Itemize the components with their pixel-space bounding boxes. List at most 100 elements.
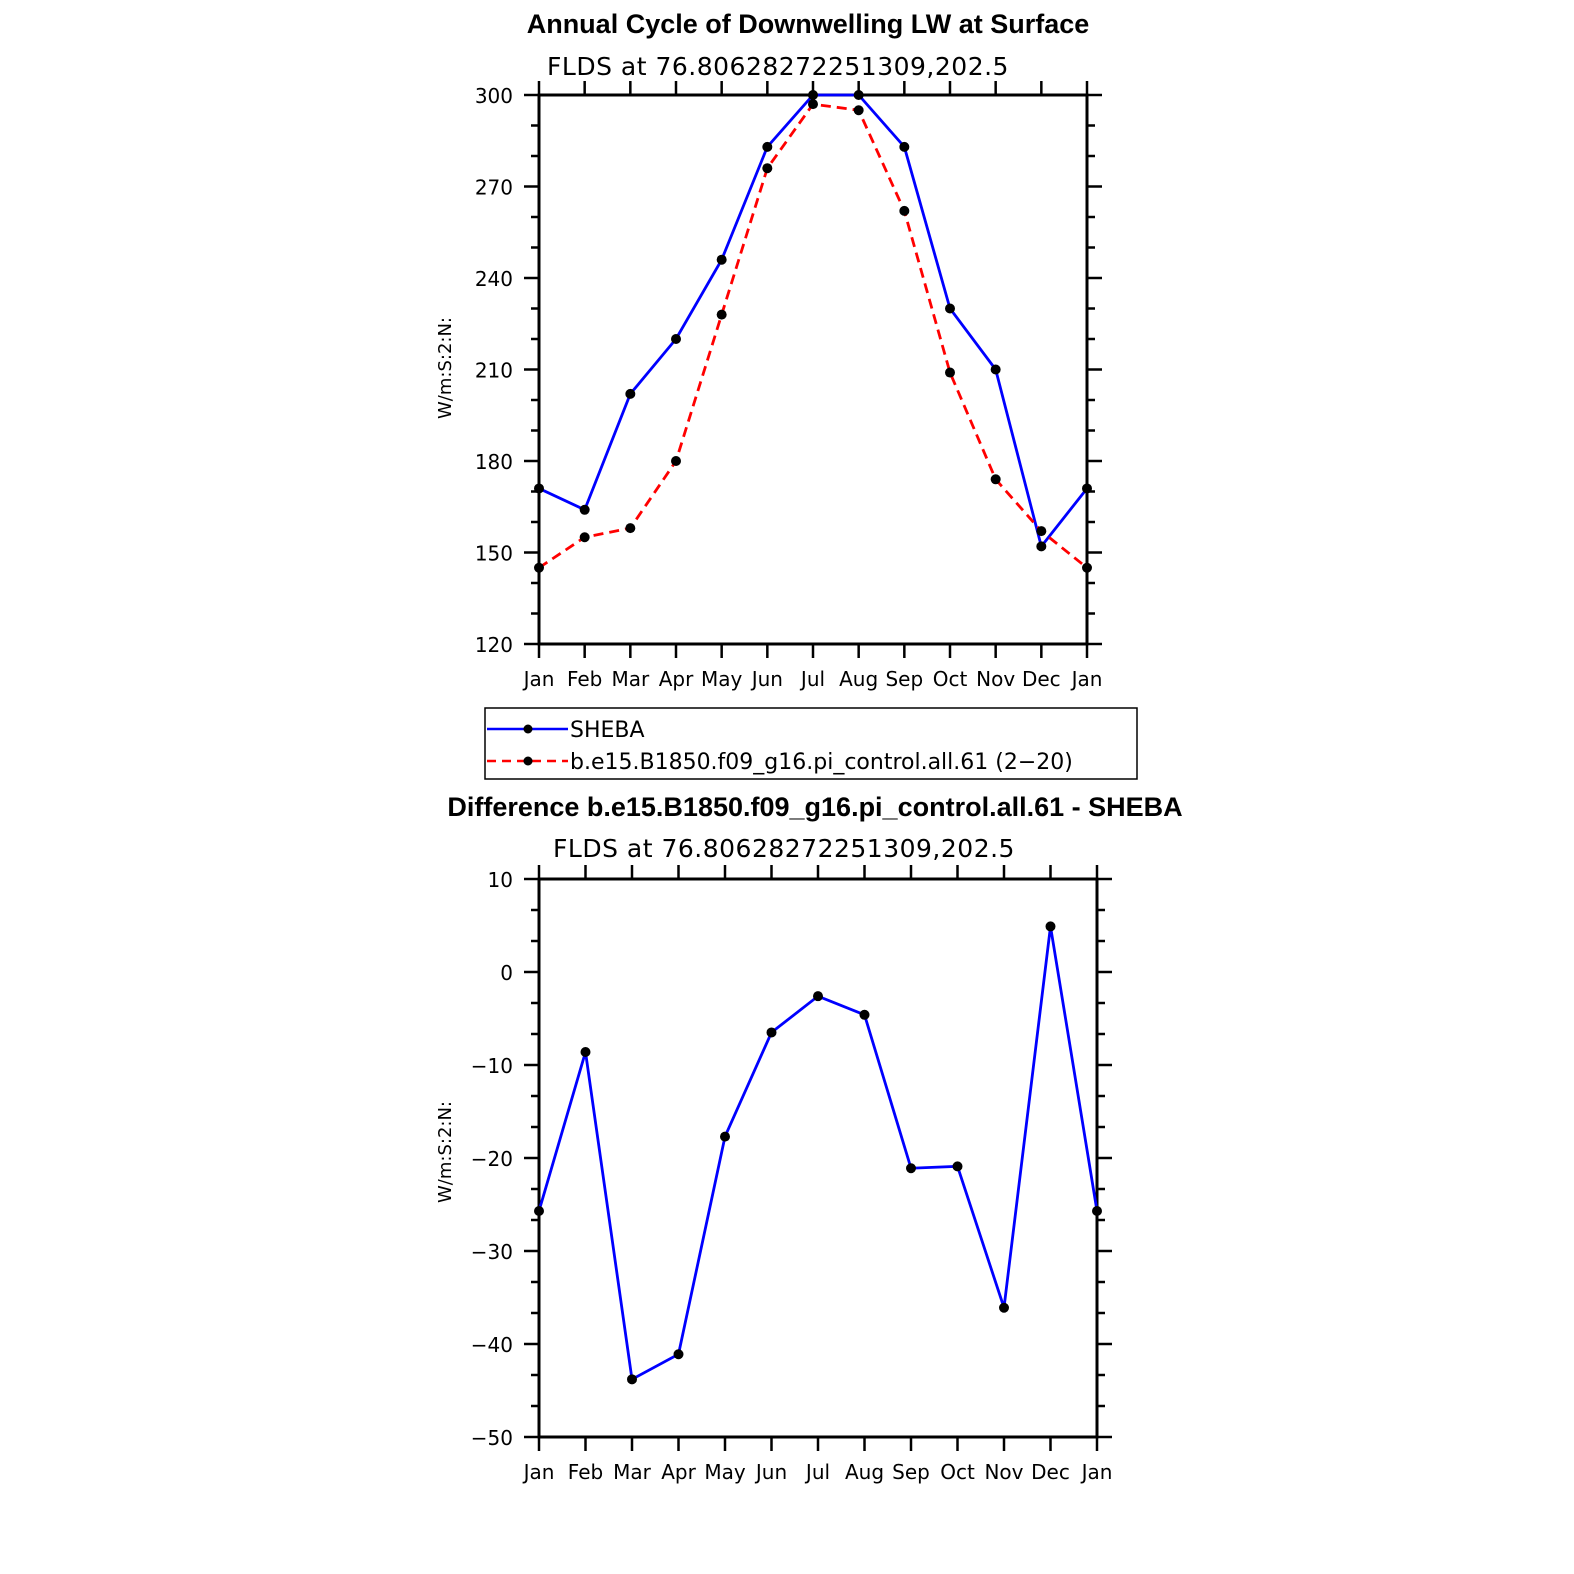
x-tick-label: Jan [522, 667, 555, 691]
y-tick-label: −50 [471, 1426, 513, 1450]
data-point [720, 1131, 730, 1142]
data-point [1036, 526, 1047, 537]
chart-title: Difference b.e15.B1850.f09_g16.pi_contro… [447, 792, 1182, 822]
y-tick-label: 210 [475, 359, 513, 383]
annual-cycle-chart: Annual Cycle of Downwelling LW at Surfac… [435, 9, 1102, 691]
x-tick-label: Dec [1031, 1460, 1070, 1484]
series-layer [534, 90, 1092, 573]
x-tick-label: Feb [568, 1460, 603, 1484]
legend: SHEBA b.e15.B1850.f09_g16.pi_control.all… [484, 707, 1138, 780]
chart-subtitle: FLDS at 76.80628272251309,202.5 [553, 834, 1015, 863]
y-tick-label: 180 [475, 450, 513, 474]
x-tick-label: Apr [659, 667, 694, 691]
x-tick-label: Jun [750, 667, 783, 691]
y-tick-label: 270 [475, 176, 513, 200]
x-tick-label: Nov [984, 1460, 1023, 1484]
y-tick-label: 10 [488, 868, 513, 892]
series-layer [534, 921, 1102, 1385]
x-tick-label: Jan [1080, 1460, 1113, 1484]
legend-box [484, 707, 1138, 780]
data-point [813, 991, 823, 1002]
x-tick-label: Feb [567, 667, 602, 691]
x-tick-label: Oct [933, 667, 968, 691]
data-point [579, 504, 590, 515]
data-point [1082, 562, 1092, 573]
data-point [579, 532, 590, 543]
data-point [534, 483, 544, 494]
x-tick-label: Aug [845, 1460, 884, 1484]
data-point [762, 141, 773, 152]
x-tick-label: Aug [839, 667, 878, 691]
data-point [853, 90, 864, 100]
x-tick-label: Oct [940, 1460, 975, 1484]
y-tick-label: −30 [471, 1240, 513, 1264]
y-axis-label: W/m:S:2:N: [435, 317, 456, 419]
x-tick-label: Dec [1022, 667, 1061, 691]
data-point [859, 1009, 870, 1020]
axes: −50 −40 −30 −20 −10 0 10 Jan Feb Mar Apr May Jun Jul A… [471, 865, 1113, 1484]
data-point [945, 303, 955, 314]
legend-marker-model [523, 756, 533, 766]
x-tick-label: Jul [799, 667, 825, 691]
data-point [534, 1206, 544, 1217]
data-point [990, 364, 1001, 375]
x-tick-label: Jun [754, 1460, 787, 1484]
data-point [673, 1349, 684, 1360]
chart-title: Annual Cycle of Downwelling LW at Surfac… [527, 9, 1090, 39]
x-tick-label: Mar [611, 667, 650, 691]
y-tick-label: 150 [475, 542, 513, 566]
x-tick-label: Sep [885, 667, 923, 691]
data-point [671, 456, 681, 466]
series-line-0 [538, 93, 1089, 550]
x-tick-label: May [704, 1460, 746, 1484]
legend-marker-sheba [523, 724, 533, 734]
data-point [534, 562, 544, 573]
x-tick-label: May [701, 667, 743, 691]
y-tick-label: 120 [475, 633, 513, 657]
y-tick-label: −40 [471, 1333, 513, 1357]
data-point [945, 367, 955, 378]
data-point [990, 474, 1001, 485]
x-tick-label: Mar [613, 1460, 652, 1484]
data-point [899, 141, 910, 152]
y-tick-label: 0 [500, 961, 513, 985]
data-point [999, 1302, 1009, 1313]
data-point [625, 388, 636, 399]
data-point [716, 254, 727, 265]
data-point [627, 1374, 637, 1385]
data-point [1092, 1206, 1102, 1217]
x-tick-label: Jan [522, 1460, 555, 1484]
data-point [1045, 921, 1056, 932]
data-point [1082, 483, 1092, 494]
data-point [580, 1046, 591, 1057]
data-point [808, 99, 818, 110]
axes: 120 150 180 210 240 270 300 Jan Feb Mar Apr May Jun J… [475, 81, 1103, 691]
difference-chart: Difference b.e15.B1850.f09_g16.pi_contro… [435, 792, 1183, 1484]
data-point [766, 1027, 777, 1038]
data-point [716, 309, 727, 320]
data-point [906, 1163, 916, 1174]
chart-subtitle: FLDS at 76.80628272251309,202.5 [547, 52, 1009, 81]
data-point [899, 205, 910, 216]
data-point [853, 105, 864, 116]
data-point [671, 334, 681, 344]
y-tick-label: −10 [471, 1054, 513, 1078]
x-tick-label: Apr [661, 1460, 696, 1484]
plot-frame [537, 877, 1099, 1439]
plot-frame [537, 93, 1089, 646]
legend-label-model: b.e15.B1850.f09_g16.pi_control.all.61 (2… [570, 750, 1073, 775]
x-tick-label: Sep [892, 1460, 930, 1484]
series-line-1 [538, 102, 1088, 569]
y-tick-label: −20 [471, 1147, 513, 1171]
data-point [625, 523, 636, 534]
legend-label-sheba: SHEBA [570, 718, 645, 743]
data-point [1036, 541, 1047, 552]
y-tick-label: 240 [475, 267, 513, 291]
x-tick-label: Nov [976, 667, 1015, 691]
y-tick-label: 300 [475, 84, 513, 108]
y-axis-label: W/m:S:2:N: [435, 1101, 456, 1203]
data-point [808, 90, 818, 100]
x-tick-label: Jul [804, 1460, 830, 1484]
x-tick-label: Jan [1070, 667, 1103, 691]
